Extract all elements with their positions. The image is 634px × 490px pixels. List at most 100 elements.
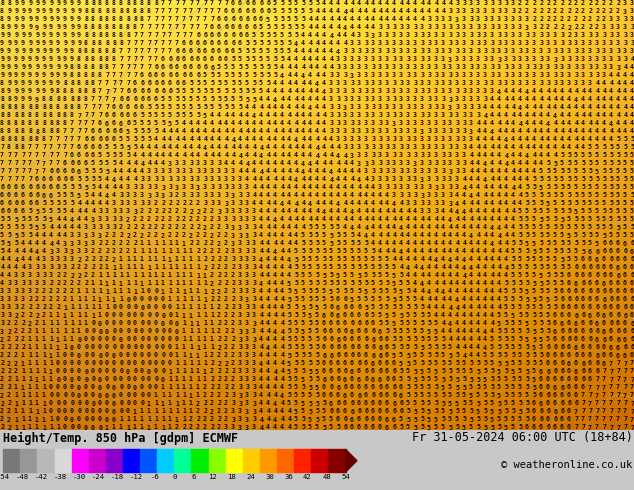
Text: 2: 2 xyxy=(581,24,585,30)
Text: 4: 4 xyxy=(252,160,256,166)
Text: 5: 5 xyxy=(434,416,437,423)
Text: 4: 4 xyxy=(266,232,270,238)
Text: 4: 4 xyxy=(273,127,277,134)
Text: 3: 3 xyxy=(623,31,627,38)
Text: 3: 3 xyxy=(413,112,417,118)
Text: 3: 3 xyxy=(98,224,103,230)
Text: 3: 3 xyxy=(448,56,451,63)
Text: 6: 6 xyxy=(210,40,214,46)
Text: 4: 4 xyxy=(609,136,613,142)
Text: 0: 0 xyxy=(70,344,74,351)
Text: 6: 6 xyxy=(553,336,557,342)
Text: 4: 4 xyxy=(482,295,486,302)
Text: 3: 3 xyxy=(441,56,444,62)
Text: 6: 6 xyxy=(630,248,633,255)
Text: 2: 2 xyxy=(35,288,39,294)
Text: 9: 9 xyxy=(28,56,32,62)
Text: 1: 1 xyxy=(168,400,172,406)
Text: 5: 5 xyxy=(533,265,536,270)
Text: 9: 9 xyxy=(21,0,25,5)
Text: 1: 1 xyxy=(147,425,151,431)
Text: 5: 5 xyxy=(287,40,291,46)
Text: 6: 6 xyxy=(399,400,403,406)
Text: 3: 3 xyxy=(105,224,109,230)
Text: 4: 4 xyxy=(477,256,481,262)
Text: 6: 6 xyxy=(7,193,11,198)
Text: 4: 4 xyxy=(280,144,284,150)
Text: 1: 1 xyxy=(161,400,165,407)
Text: 4: 4 xyxy=(210,152,214,158)
Text: 6: 6 xyxy=(91,128,94,134)
Text: 3: 3 xyxy=(371,48,375,54)
Text: 7: 7 xyxy=(616,400,620,407)
Text: 5: 5 xyxy=(378,256,382,262)
Text: 5: 5 xyxy=(399,361,403,367)
Text: 4: 4 xyxy=(616,112,621,118)
Text: 2: 2 xyxy=(224,368,228,374)
Text: 2: 2 xyxy=(231,384,235,390)
Text: 5: 5 xyxy=(616,184,619,191)
Text: 1: 1 xyxy=(167,424,172,430)
Text: 4: 4 xyxy=(321,128,326,134)
Text: 1: 1 xyxy=(126,288,130,294)
Text: 4: 4 xyxy=(322,120,326,126)
Text: 1: 1 xyxy=(189,320,193,326)
Text: 1: 1 xyxy=(169,280,172,286)
Text: 3: 3 xyxy=(553,32,557,38)
Text: 6: 6 xyxy=(160,64,165,70)
Text: 5: 5 xyxy=(560,248,564,254)
Text: 3: 3 xyxy=(252,248,256,254)
Text: 4: 4 xyxy=(273,264,276,270)
Text: 5: 5 xyxy=(595,176,599,182)
Text: 5: 5 xyxy=(427,392,431,398)
Text: 5: 5 xyxy=(511,344,515,350)
Text: 4: 4 xyxy=(168,144,172,150)
Text: 3: 3 xyxy=(336,88,340,94)
Text: 5: 5 xyxy=(224,64,228,70)
Text: 6: 6 xyxy=(567,361,571,367)
Text: 5: 5 xyxy=(483,360,488,366)
Text: 6: 6 xyxy=(532,400,536,406)
Text: 5: 5 xyxy=(616,152,620,158)
Text: 5: 5 xyxy=(337,264,340,270)
Text: 3: 3 xyxy=(238,392,242,399)
Text: 6: 6 xyxy=(623,320,627,326)
Text: 1: 1 xyxy=(189,344,193,350)
Text: 3: 3 xyxy=(385,144,389,150)
Text: 5: 5 xyxy=(518,392,522,398)
Text: 3: 3 xyxy=(370,56,375,62)
Text: 3: 3 xyxy=(238,416,242,422)
Text: 7: 7 xyxy=(56,160,60,166)
Text: 6: 6 xyxy=(322,313,326,318)
Text: 4: 4 xyxy=(413,240,417,246)
Text: 8: 8 xyxy=(28,112,32,119)
Text: 2: 2 xyxy=(210,424,214,430)
Text: 9: 9 xyxy=(63,40,67,46)
Text: 2: 2 xyxy=(210,256,214,262)
Text: 5: 5 xyxy=(517,352,522,358)
Text: 5: 5 xyxy=(441,337,445,343)
Text: 5: 5 xyxy=(307,328,312,334)
Text: 5: 5 xyxy=(546,288,550,294)
Text: 5: 5 xyxy=(560,168,564,174)
Text: 0: 0 xyxy=(70,416,74,423)
Text: 4: 4 xyxy=(476,224,479,230)
Text: 7: 7 xyxy=(196,16,200,22)
Text: 5: 5 xyxy=(308,352,312,358)
Text: 6: 6 xyxy=(616,248,619,254)
Text: 3: 3 xyxy=(574,56,578,62)
Text: 6: 6 xyxy=(105,136,109,142)
Text: 0: 0 xyxy=(84,343,88,350)
Text: 5: 5 xyxy=(189,96,193,102)
Text: 4: 4 xyxy=(511,224,515,230)
Text: 4: 4 xyxy=(413,272,417,278)
Text: 4: 4 xyxy=(434,304,438,310)
Text: 4: 4 xyxy=(329,200,333,206)
Text: 5: 5 xyxy=(427,352,432,358)
Text: 0: 0 xyxy=(133,385,137,391)
Text: 2: 2 xyxy=(0,385,4,391)
Text: 5: 5 xyxy=(497,416,501,422)
Text: 2: 2 xyxy=(217,400,221,406)
Text: 3: 3 xyxy=(245,376,249,382)
Text: 4: 4 xyxy=(294,41,297,47)
